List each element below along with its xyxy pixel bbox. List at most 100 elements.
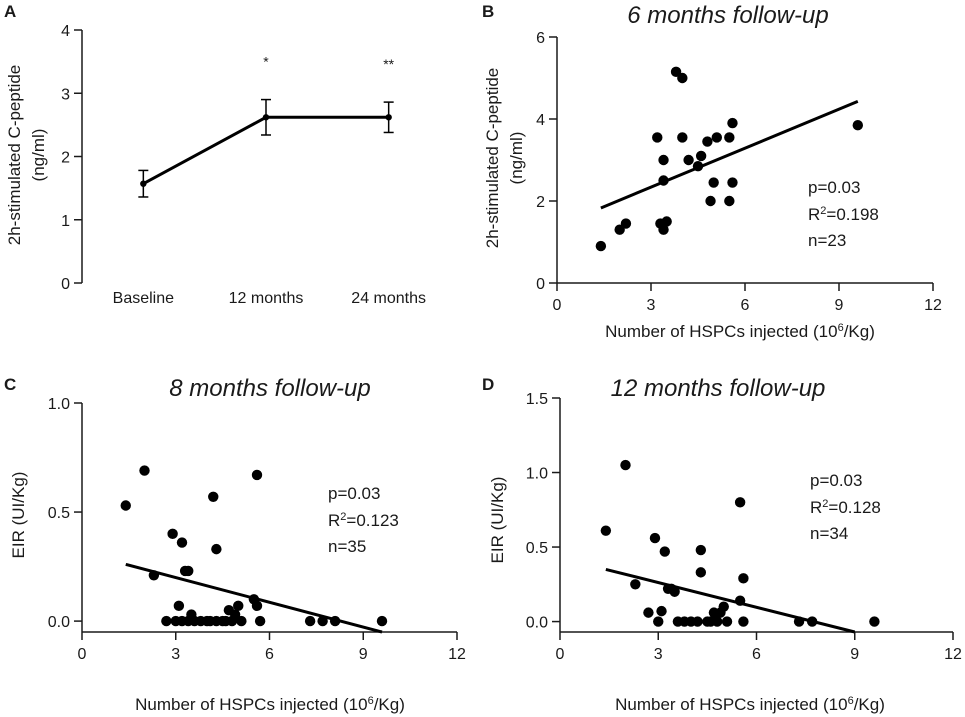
panel-c-point [376,615,388,627]
panel-c-point [251,600,263,612]
panel-d-point [630,579,641,590]
panel-a-xtick-label: 24 months [351,290,426,307]
panel-c-r2-sup: 2 [340,511,346,523]
panel-b-point [661,216,672,227]
panel-d-point [793,616,805,627]
panel-b-point [724,132,735,143]
panel-d-point [718,601,729,612]
panel-d-point [712,616,723,627]
panel-d-point [600,525,612,536]
panel-d-xlabel-sup: 6 [848,695,854,707]
panel-c-ylabel-1: EIR (UI/Kg) [9,472,28,559]
panel-c-ytick-label: 0.5 [48,505,70,522]
panel-d-point [734,595,746,606]
panel-c-xtick-label: 0 [78,646,87,663]
panel-c-point [211,543,222,555]
panel-b-point [692,160,704,172]
panel-d: D 12 months follow-up 0 3 6 9 12 0.0 0.5 1.0 1.5… [482,375,962,714]
panel-a-point [385,114,392,121]
panel-c-r2-val: =0.123 [346,511,398,530]
panel-b-xlabel-tail: /Kg) [844,322,875,341]
panel-c-point [233,600,244,612]
panel-c-point [183,565,194,577]
panel-a-significance: ** [383,56,394,72]
panel-d-ytick-label: 0.5 [526,540,548,557]
panel-b-point [695,150,707,162]
panel-d-r2-pre: R [810,498,822,517]
panel-c-point [173,600,185,612]
panel-b-xtick-label: 3 [647,297,656,314]
panel-b-point [852,119,863,131]
panel-c-title: 8 months follow-up [169,375,370,402]
panel-a-xtick-label: 12 months [229,290,304,307]
panel-c: C 8 months follow-up 0 3 6 9 12 0.0 0.5 1.0 EIR… [4,375,466,714]
panel-d-point [649,532,661,544]
panel-b-xtick-label: 6 [741,297,750,314]
panel-b-point [683,154,694,166]
panel-c-point [161,615,172,627]
panel-b-xlabel: Number of HSPCs injected (106/Kg) [605,322,875,341]
panel-d-ytick-label: 0.0 [526,615,548,632]
panel-b-point [620,218,632,229]
panel-d-point [721,616,733,627]
panel-b-point [658,175,669,186]
panel-c-ytick-label: 1.0 [48,396,70,413]
panel-b-point [677,72,688,84]
panel-b-ytick-label: 6 [536,30,545,47]
panel-c-xtick-label: 9 [359,646,368,663]
panel-d-point [738,573,749,584]
panel-b-point [708,177,719,188]
panel-b-point [711,132,722,143]
panel-d-point [669,586,680,597]
panel-b-stat-p: p=0.03 [808,178,860,197]
panel-c-stat-r2: R2=0.123 [328,511,399,530]
panel-d-point [869,616,880,627]
panel-c-point [208,491,219,502]
panel-d-point [653,616,664,627]
panel-b-ylabel-2: (ng/ml) [507,132,526,185]
panel-c-xlabel: Number of HSPCs injected (106/Kg) [135,695,405,714]
panel-d-xtick-label: 12 [944,646,962,663]
panel-a-ytick-label: 3 [61,86,70,103]
panel-c-r2-pre: R [328,511,340,530]
panel-d-xtick-label: 9 [850,646,859,663]
panel-c-stat-p: p=0.03 [328,484,380,503]
panel-d-point [806,616,818,627]
panel-letter-a: A [4,2,16,21]
panel-d-stat-r2: R2=0.128 [810,498,881,517]
panel-d-xlabel-main: Number of HSPCs injected (10 [615,695,847,714]
panel-b-r2-sup: 2 [820,205,826,217]
panel-c-point [229,609,241,620]
panel-c-point [139,465,150,476]
panel-d-ytick-label: 1.5 [526,391,548,408]
panel-b-point [727,117,738,129]
panel-d-point [738,616,749,627]
panel-c-ticks: 0 3 6 9 12 0.0 0.5 1.0 [48,396,466,663]
panel-c-point [120,500,131,511]
panel-b-ylabel-1: 2h-stimulated C-peptide [483,68,502,248]
panel-a-ytick-label: 0 [61,276,70,293]
panel-c-xlabel-tail: /Kg) [374,695,405,714]
panel-a-point [262,114,270,121]
panel-b-point [652,132,663,143]
panel-c-xtick-label: 12 [448,646,466,663]
panel-c-xlabel-main: Number of HSPCs injected (10 [135,695,367,714]
panel-d-point [643,607,654,618]
panel-d-point [695,544,707,556]
panel-b-stat-r2: R2=0.198 [808,205,879,224]
panel-d-r2-sup: 2 [822,498,828,510]
panel-d-point [692,616,703,627]
panel-b-point [658,154,669,166]
panel-b-r2-pre: R [808,205,820,224]
panel-c-point [317,615,328,627]
panel-a-ticks: 0 1 2 3 4 Baseline 12 months 24 months [61,23,426,307]
panel-a-ytick-label: 4 [61,23,70,40]
panel-d-point [695,567,707,578]
panel-d-xlabel: Number of HSPCs injected (106/Kg) [615,695,885,714]
panel-d-marks [600,459,880,634]
panel-b-title: 6 months follow-up [627,2,828,29]
panel-b-point [677,132,688,143]
panel-c-point [176,537,188,548]
panel-b-point [705,195,716,207]
